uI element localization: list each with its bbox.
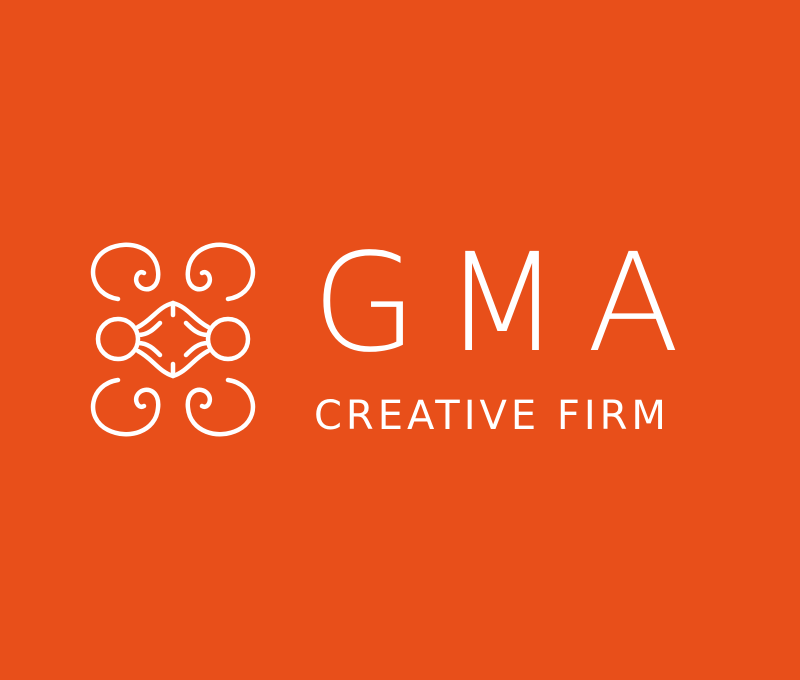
brand-tagline: CREATIVE FIRM xyxy=(314,393,670,439)
brand-name: GMA xyxy=(312,225,706,383)
wordmark: GMA CREATIVE FIRM xyxy=(312,236,732,446)
ornamental-quatrefoil-icon xyxy=(78,237,268,442)
